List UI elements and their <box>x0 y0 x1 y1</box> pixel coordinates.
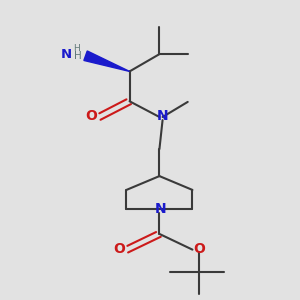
Text: H: H <box>73 44 80 53</box>
Polygon shape <box>84 51 130 71</box>
Text: O: O <box>85 110 97 123</box>
Text: N: N <box>157 109 168 123</box>
Text: N: N <box>61 48 72 61</box>
Text: O: O <box>113 242 125 256</box>
Text: O: O <box>193 242 205 256</box>
Text: N: N <box>155 202 167 216</box>
Text: H: H <box>74 51 82 61</box>
